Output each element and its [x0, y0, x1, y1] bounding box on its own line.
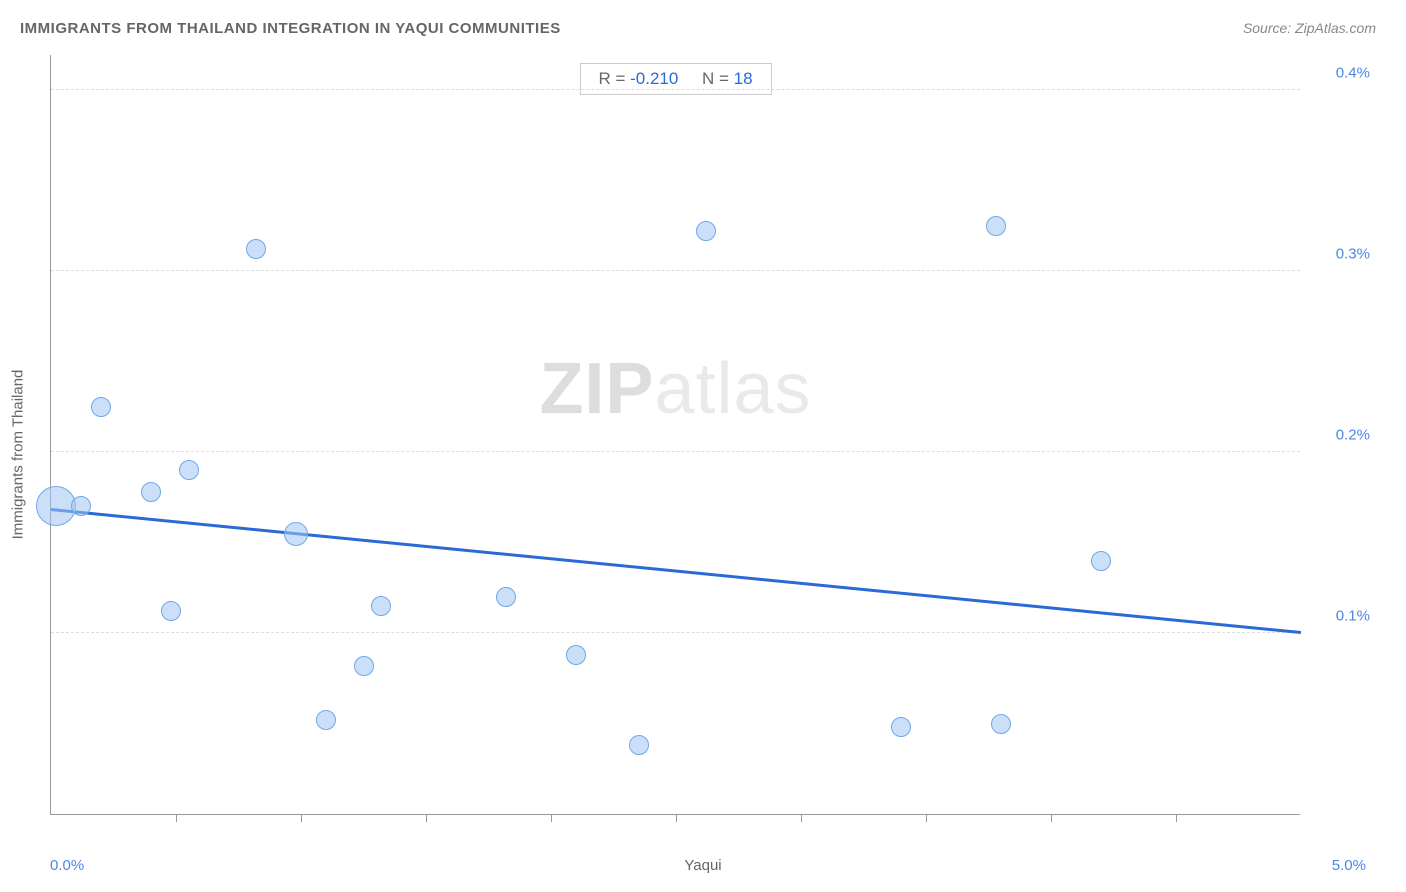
x-tick	[176, 814, 177, 822]
x-axis-max-label: 5.0%	[1332, 857, 1366, 874]
gridline	[51, 632, 1300, 633]
watermark-atlas: atlas	[654, 349, 811, 429]
r-value: -0.210	[630, 69, 678, 88]
gridline	[51, 270, 1300, 271]
watermark: ZIPatlas	[539, 348, 811, 430]
data-point	[316, 710, 336, 730]
y-tick-label: 0.3%	[1336, 246, 1370, 263]
data-point	[91, 397, 111, 417]
n-label: N =	[702, 69, 729, 88]
x-tick	[801, 814, 802, 822]
data-point	[371, 596, 391, 616]
data-point	[284, 522, 308, 546]
y-tick-label: 0.1%	[1336, 608, 1370, 625]
data-point	[161, 601, 181, 621]
data-point	[141, 482, 161, 502]
data-point	[36, 486, 76, 526]
y-axis-title: Immigrants from Thailand	[10, 370, 27, 540]
data-point	[246, 239, 266, 259]
data-point	[1091, 551, 1111, 571]
x-tick	[301, 814, 302, 822]
x-tick	[426, 814, 427, 822]
n-value: 18	[734, 69, 753, 88]
watermark-zip: ZIP	[539, 349, 654, 429]
x-axis-title: Yaqui	[684, 857, 721, 874]
trendline	[51, 508, 1301, 634]
data-point	[179, 460, 199, 480]
scatter-plot-area: ZIPatlas R = -0.210 N = 18 0.1%0.2%0.3%0…	[50, 55, 1300, 815]
x-tick	[1176, 814, 1177, 822]
source-attribution: Source: ZipAtlas.com	[1243, 20, 1376, 36]
data-point	[891, 717, 911, 737]
data-point	[496, 587, 516, 607]
x-tick	[676, 814, 677, 822]
data-point	[354, 656, 374, 676]
y-tick-label: 0.4%	[1336, 65, 1370, 82]
data-point	[566, 645, 586, 665]
data-point	[629, 735, 649, 755]
y-tick-label: 0.2%	[1336, 427, 1370, 444]
data-point	[696, 221, 716, 241]
x-axis-min-label: 0.0%	[50, 857, 84, 874]
x-tick	[1051, 814, 1052, 822]
data-point	[991, 714, 1011, 734]
data-point	[71, 496, 91, 516]
r-label: R =	[598, 69, 625, 88]
x-tick	[926, 814, 927, 822]
x-tick	[551, 814, 552, 822]
data-point	[986, 216, 1006, 236]
gridline	[51, 451, 1300, 452]
gridline	[51, 89, 1300, 90]
chart-title: IMMIGRANTS FROM THAILAND INTEGRATION IN …	[20, 20, 561, 37]
